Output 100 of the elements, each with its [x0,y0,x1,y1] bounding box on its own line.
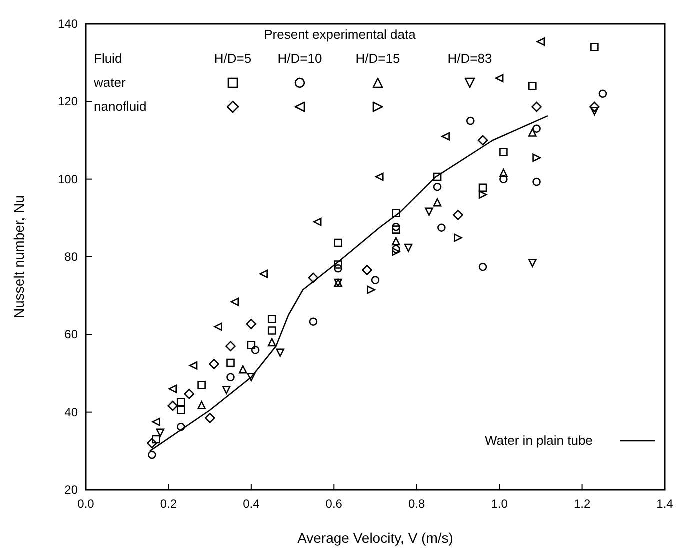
point [442,132,450,141]
point [209,359,220,370]
point [239,365,248,374]
point [168,400,178,412]
x-tick-label: 0.2 [160,497,178,511]
point [334,264,342,273]
point [156,428,165,438]
point [168,384,177,394]
point [590,102,600,112]
point [371,276,380,284]
point [334,238,342,248]
point [147,438,158,449]
point [478,262,488,272]
point [528,82,537,90]
point [367,286,376,294]
point [536,38,546,46]
point [598,90,608,98]
point [268,314,276,324]
point [334,260,342,269]
point [148,450,156,460]
point [454,234,462,242]
point [230,298,240,306]
point [532,102,542,112]
point [478,135,488,146]
point [500,175,508,184]
point [500,148,508,156]
point [433,182,442,192]
point [184,388,195,400]
x-tick-label: 1.2 [574,497,591,511]
point [528,259,537,268]
point [222,386,231,394]
point [478,184,488,192]
point [214,322,222,332]
point [392,208,400,218]
point [392,237,400,246]
point [247,341,256,350]
y-tick-label: 60 [64,328,78,342]
y-tick-label: 140 [58,17,78,31]
y-tick-label: 20 [64,483,78,497]
y-axis-title: Nusselt number, Nu [11,196,27,318]
point [466,116,475,126]
legend-label: Water in plain tube [485,433,593,448]
point [308,272,319,284]
x-tick-label: 1.0 [491,497,508,511]
annotation: water [93,75,126,90]
point [204,413,216,424]
point [198,401,206,410]
point [500,168,508,178]
point [268,338,276,347]
annotation: H/D=15 [356,51,400,66]
point [433,172,442,182]
annotation: H/D=5 [214,51,252,66]
point [176,422,186,432]
y-tick-label: 120 [58,94,78,109]
point [495,74,504,83]
point [590,43,599,52]
y-tick-label: 40 [64,405,78,420]
x-tick-label: 0.0 [78,497,95,511]
point [532,124,541,133]
point [189,362,198,370]
x-axis-title: Average Velocity, V (m/s) [298,530,454,546]
annotation: H/D=10 [278,51,322,66]
point [478,190,488,200]
point [309,318,318,326]
point [176,406,186,415]
point [260,270,268,278]
point [226,341,236,352]
point [425,208,434,216]
point [532,178,541,186]
point [268,326,276,335]
point [433,198,442,207]
point [528,128,537,137]
point [226,373,235,382]
y-tick-label: 100 [58,172,78,186]
point [375,172,384,182]
point [590,107,599,116]
point [176,398,186,406]
point [453,210,464,220]
point [532,154,541,162]
point [226,358,235,368]
x-tick-label: 0.4 [243,497,260,511]
point [438,224,446,232]
point [392,248,400,256]
point [404,244,413,252]
point [392,226,400,234]
y-tick-label: 80 [64,250,78,264]
x-tick-label: 0.8 [408,497,426,511]
point [313,218,322,226]
point [392,222,400,232]
annotation: Fluid [94,51,122,66]
annotation: nanofluid [94,99,147,114]
point [247,373,256,382]
annotation: H/D=83 [448,51,492,66]
point [362,265,372,276]
point [251,346,260,354]
x-tick-label: 1.4 [656,497,674,511]
point [198,381,206,390]
point [392,245,400,254]
x-tick-label: 0.6 [326,497,343,511]
point [276,348,285,358]
